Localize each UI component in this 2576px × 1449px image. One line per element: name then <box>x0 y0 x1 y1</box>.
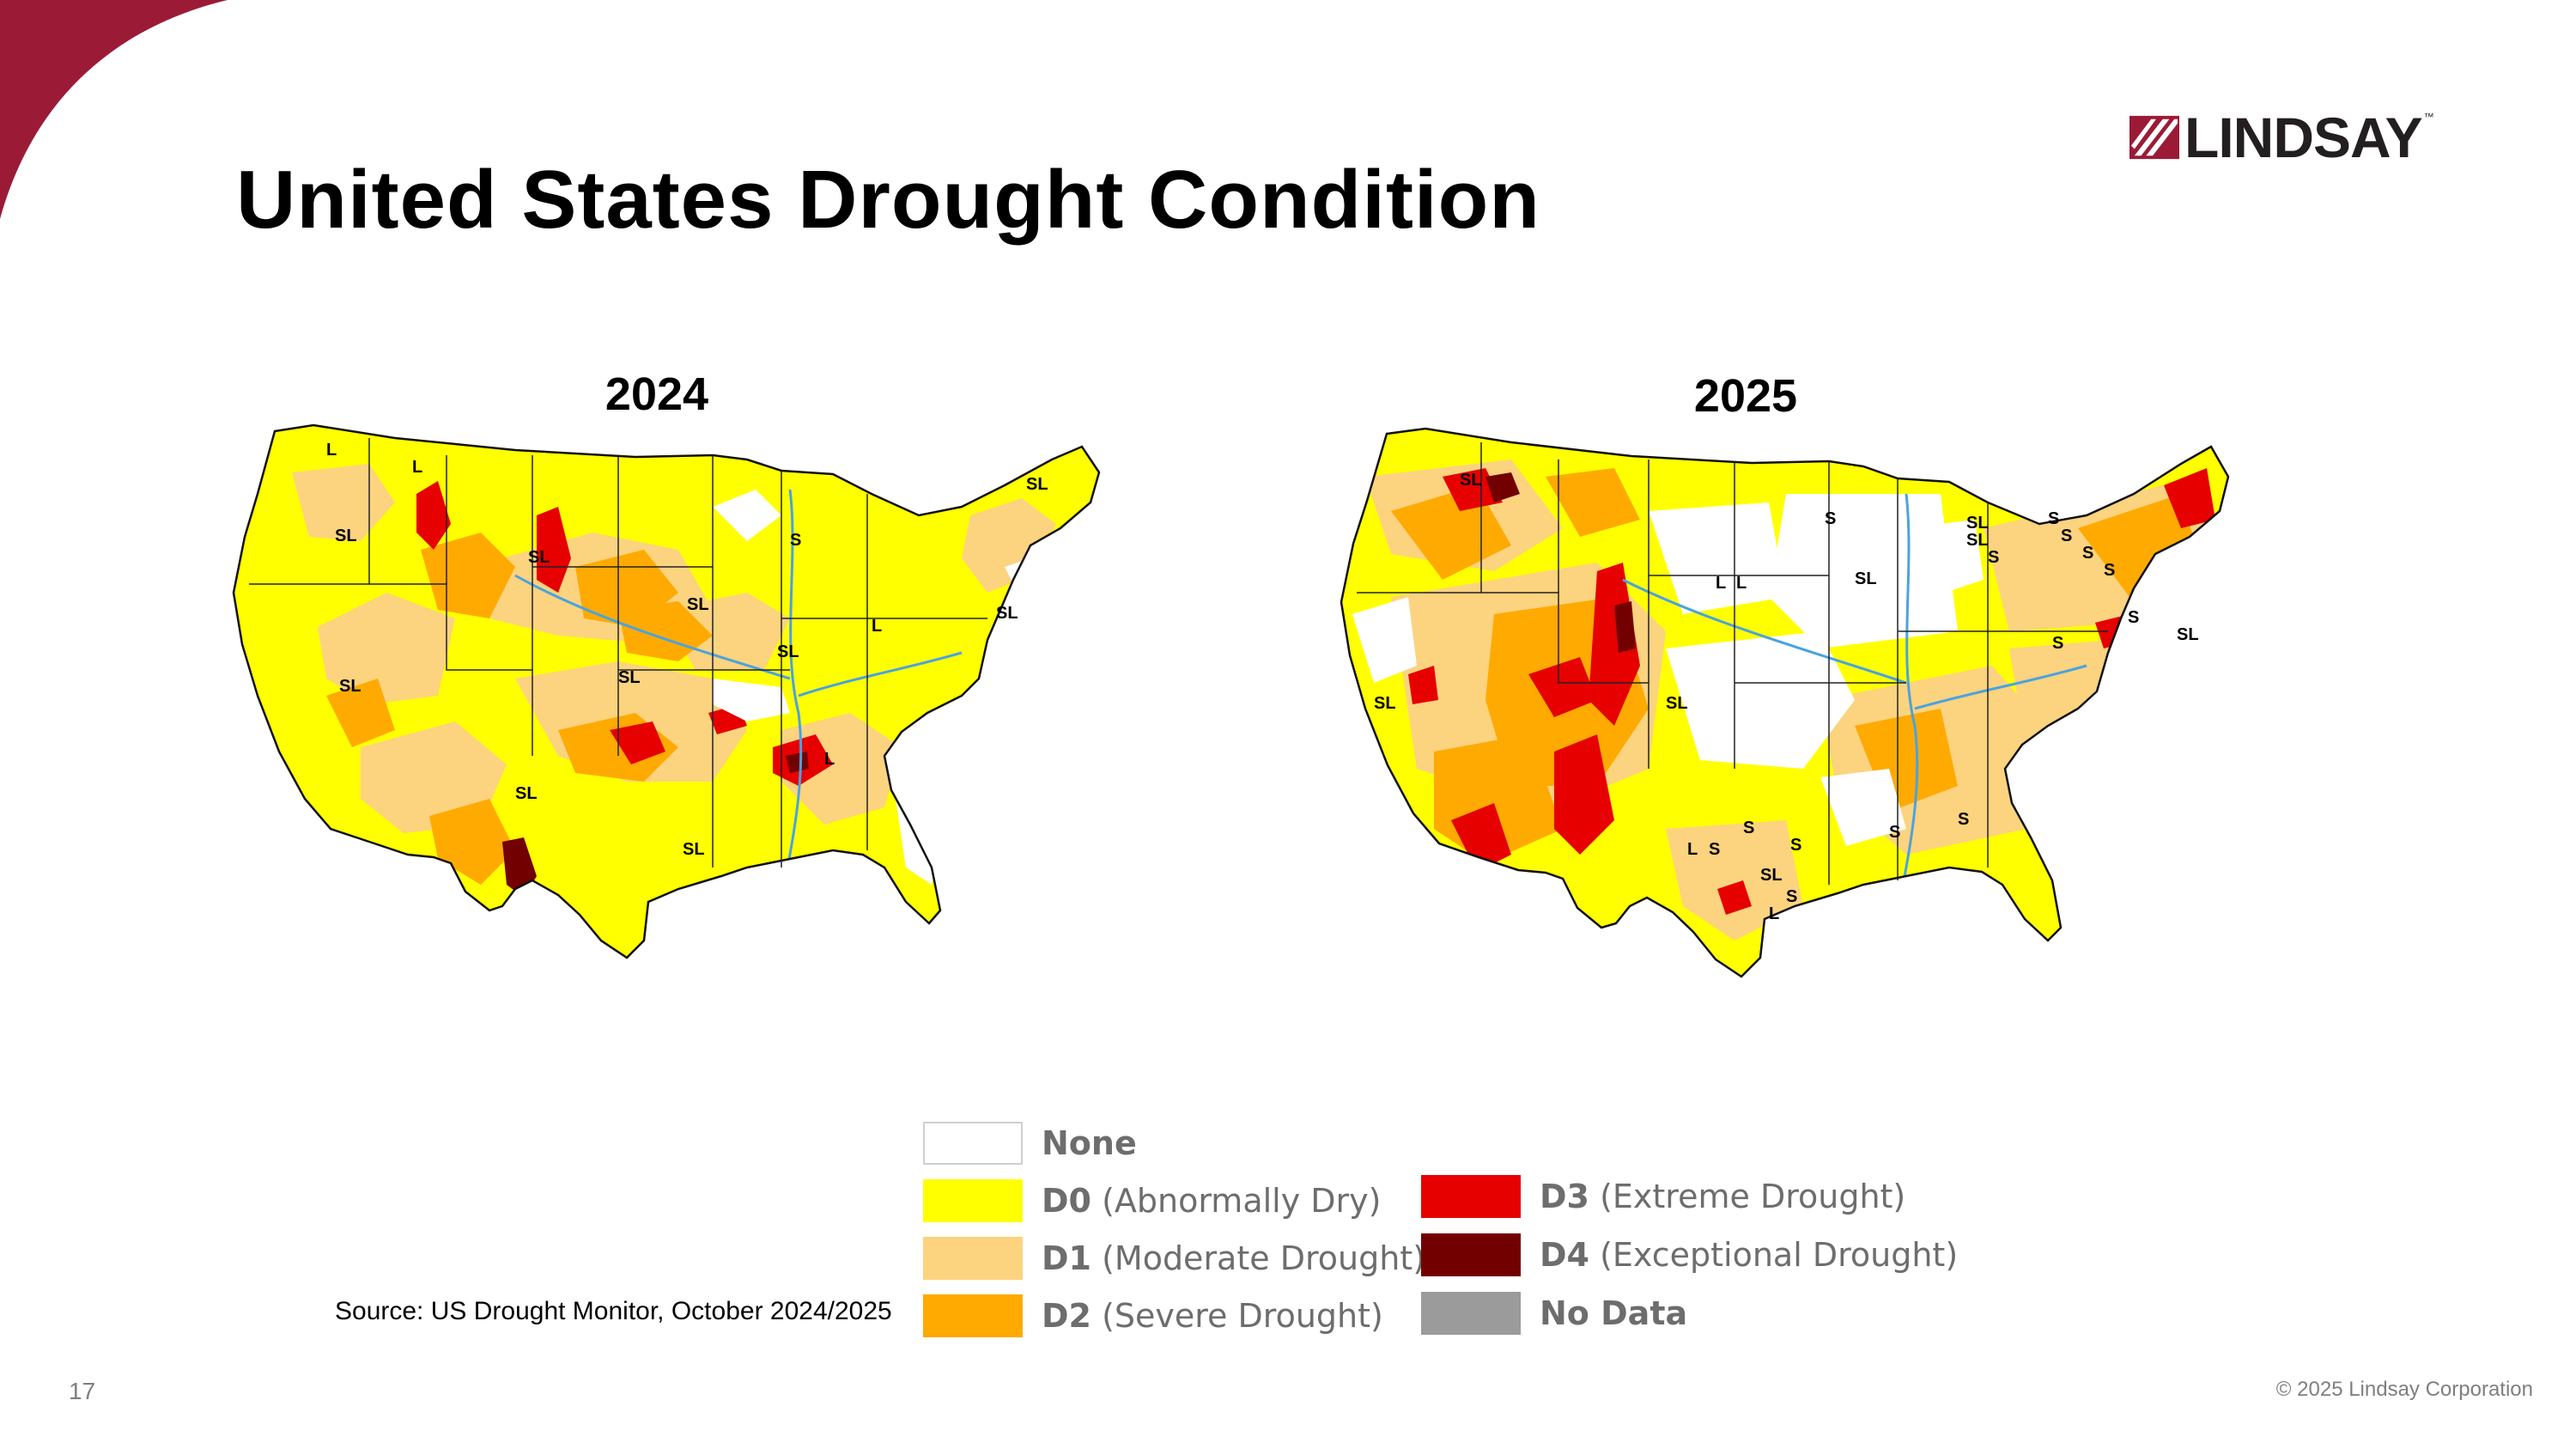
legend-item-d0: D0 (Abnormally Dry) <box>923 1178 1382 1223</box>
map-annotation: S <box>1790 836 1801 855</box>
legend-desc: (Moderate Drought) <box>1102 1239 1426 1277</box>
legend-swatch <box>1421 1292 1521 1335</box>
legend-desc: (Abnormally Dry) <box>1102 1182 1382 1220</box>
legend-code: No Data <box>1540 1294 1688 1332</box>
legend-swatch <box>923 1237 1023 1280</box>
drought-legend: None D0 (Abnormally Dry) D1 (Moderate Dr… <box>923 1121 1958 1349</box>
map-annotation: SL <box>1374 694 1396 713</box>
map-annotation: SL <box>618 668 641 687</box>
map-annotation: S <box>1889 823 1900 842</box>
map-annotation: S <box>1958 810 1969 829</box>
map-annotation: SL <box>335 527 357 545</box>
legend-item-d2: D2 (Severe Drought) <box>923 1294 1383 1338</box>
map-annotation: SL <box>1460 471 1482 490</box>
legend-desc: (Severe Drought) <box>1102 1297 1383 1335</box>
legend-item-none: None <box>923 1121 1137 1166</box>
page-number: 17 <box>69 1378 96 1404</box>
map-annotation: L <box>412 458 422 477</box>
map-annotation: SL <box>996 604 1018 623</box>
map-annotation: S <box>2128 608 2139 627</box>
drought-map-2025: SL S L L SL SL SL S S S S S SL S S L S S… <box>1340 427 2230 978</box>
legend-swatch <box>923 1179 1023 1222</box>
map-annotation: S <box>1825 509 1836 528</box>
map-annotation: L <box>326 441 337 460</box>
map-annotation: L <box>872 617 882 636</box>
legend-swatch <box>923 1294 1023 1337</box>
map-annotation: SL <box>1026 475 1048 494</box>
legend-swatch <box>923 1122 1023 1165</box>
legend-item-d3: D3 (Extreme Drought) <box>1421 1174 1905 1219</box>
page-title: United States Drought Condition <box>236 154 1540 246</box>
map-annotation: SL <box>687 595 709 614</box>
legend-code: D1 <box>1042 1239 1091 1277</box>
map-annotation: SL <box>1760 866 1783 885</box>
map-annotation: S <box>790 531 801 550</box>
map-annotation: S <box>1709 840 1720 859</box>
legend-swatch <box>1421 1233 1521 1276</box>
legend-desc: (Exceptional Drought) <box>1600 1236 1959 1274</box>
map-annotation: S <box>2061 527 2072 545</box>
map-year-label: 2025 <box>1693 370 1798 422</box>
map-annotation: SL <box>339 677 361 696</box>
logo-trademark: ™ <box>2423 111 2434 123</box>
legend-desc: (Extreme Drought) <box>1600 1178 1906 1215</box>
map-annotation: SL <box>683 840 705 859</box>
map-annotation: L <box>824 750 835 769</box>
map-annotation: SL <box>2177 625 2199 644</box>
legend-code: D0 <box>1042 1182 1091 1220</box>
map-year-label: 2024 <box>605 368 709 420</box>
legend-code: D4 <box>1540 1236 1589 1274</box>
map-annotation: S <box>2052 634 2063 653</box>
map-annotation: S <box>2082 544 2093 563</box>
map-annotation: SL <box>777 642 799 661</box>
map-annotation: S <box>1988 548 1999 567</box>
copyright: © 2025 Lindsay Corporation <box>2275 1378 2533 1401</box>
map-annotation: SL <box>515 784 538 803</box>
map-annotation: S <box>2104 561 2115 580</box>
map-annotation: SL <box>1966 531 1989 550</box>
logo-text: LINDSAY <box>2184 106 2423 169</box>
legend-code: D3 <box>1540 1178 1589 1215</box>
map-annotation: L <box>1736 574 1747 593</box>
map-annotation: L <box>1716 574 1726 593</box>
legend-item-no-data: No Data <box>1421 1291 1687 1336</box>
corner-swoosh <box>0 0 228 219</box>
map-annotation: S <box>2048 509 2059 528</box>
map-annotation: S <box>1786 887 1797 906</box>
map-annotation: L <box>1687 840 1698 859</box>
map-annotation: L <box>1769 904 1779 923</box>
map-annotation: SL <box>1666 694 1688 713</box>
legend-code: D2 <box>1042 1297 1091 1335</box>
source-note: Source: US Drought Monitor, October 2024… <box>335 1297 892 1325</box>
lindsay-logo: LINDSAY ™ <box>2129 107 2434 167</box>
legend-item-d4: D4 (Exceptional Drought) <box>1421 1233 1958 1277</box>
lindsay-logo-mark-icon <box>2129 115 2179 160</box>
map-annotation: SL <box>528 548 550 567</box>
legend-swatch <box>1421 1175 1521 1218</box>
map-annotation: SL <box>1966 514 1989 533</box>
map-annotation: S <box>1743 819 1754 837</box>
drought-map-2024: L L SL SL SL SL SL S L SL SL SL SL L SL <box>232 423 1101 959</box>
map-annotation: SL <box>1855 569 1877 588</box>
legend-item-d1: D1 (Moderate Drought) <box>923 1236 1425 1281</box>
legend-code: None <box>1042 1124 1137 1162</box>
